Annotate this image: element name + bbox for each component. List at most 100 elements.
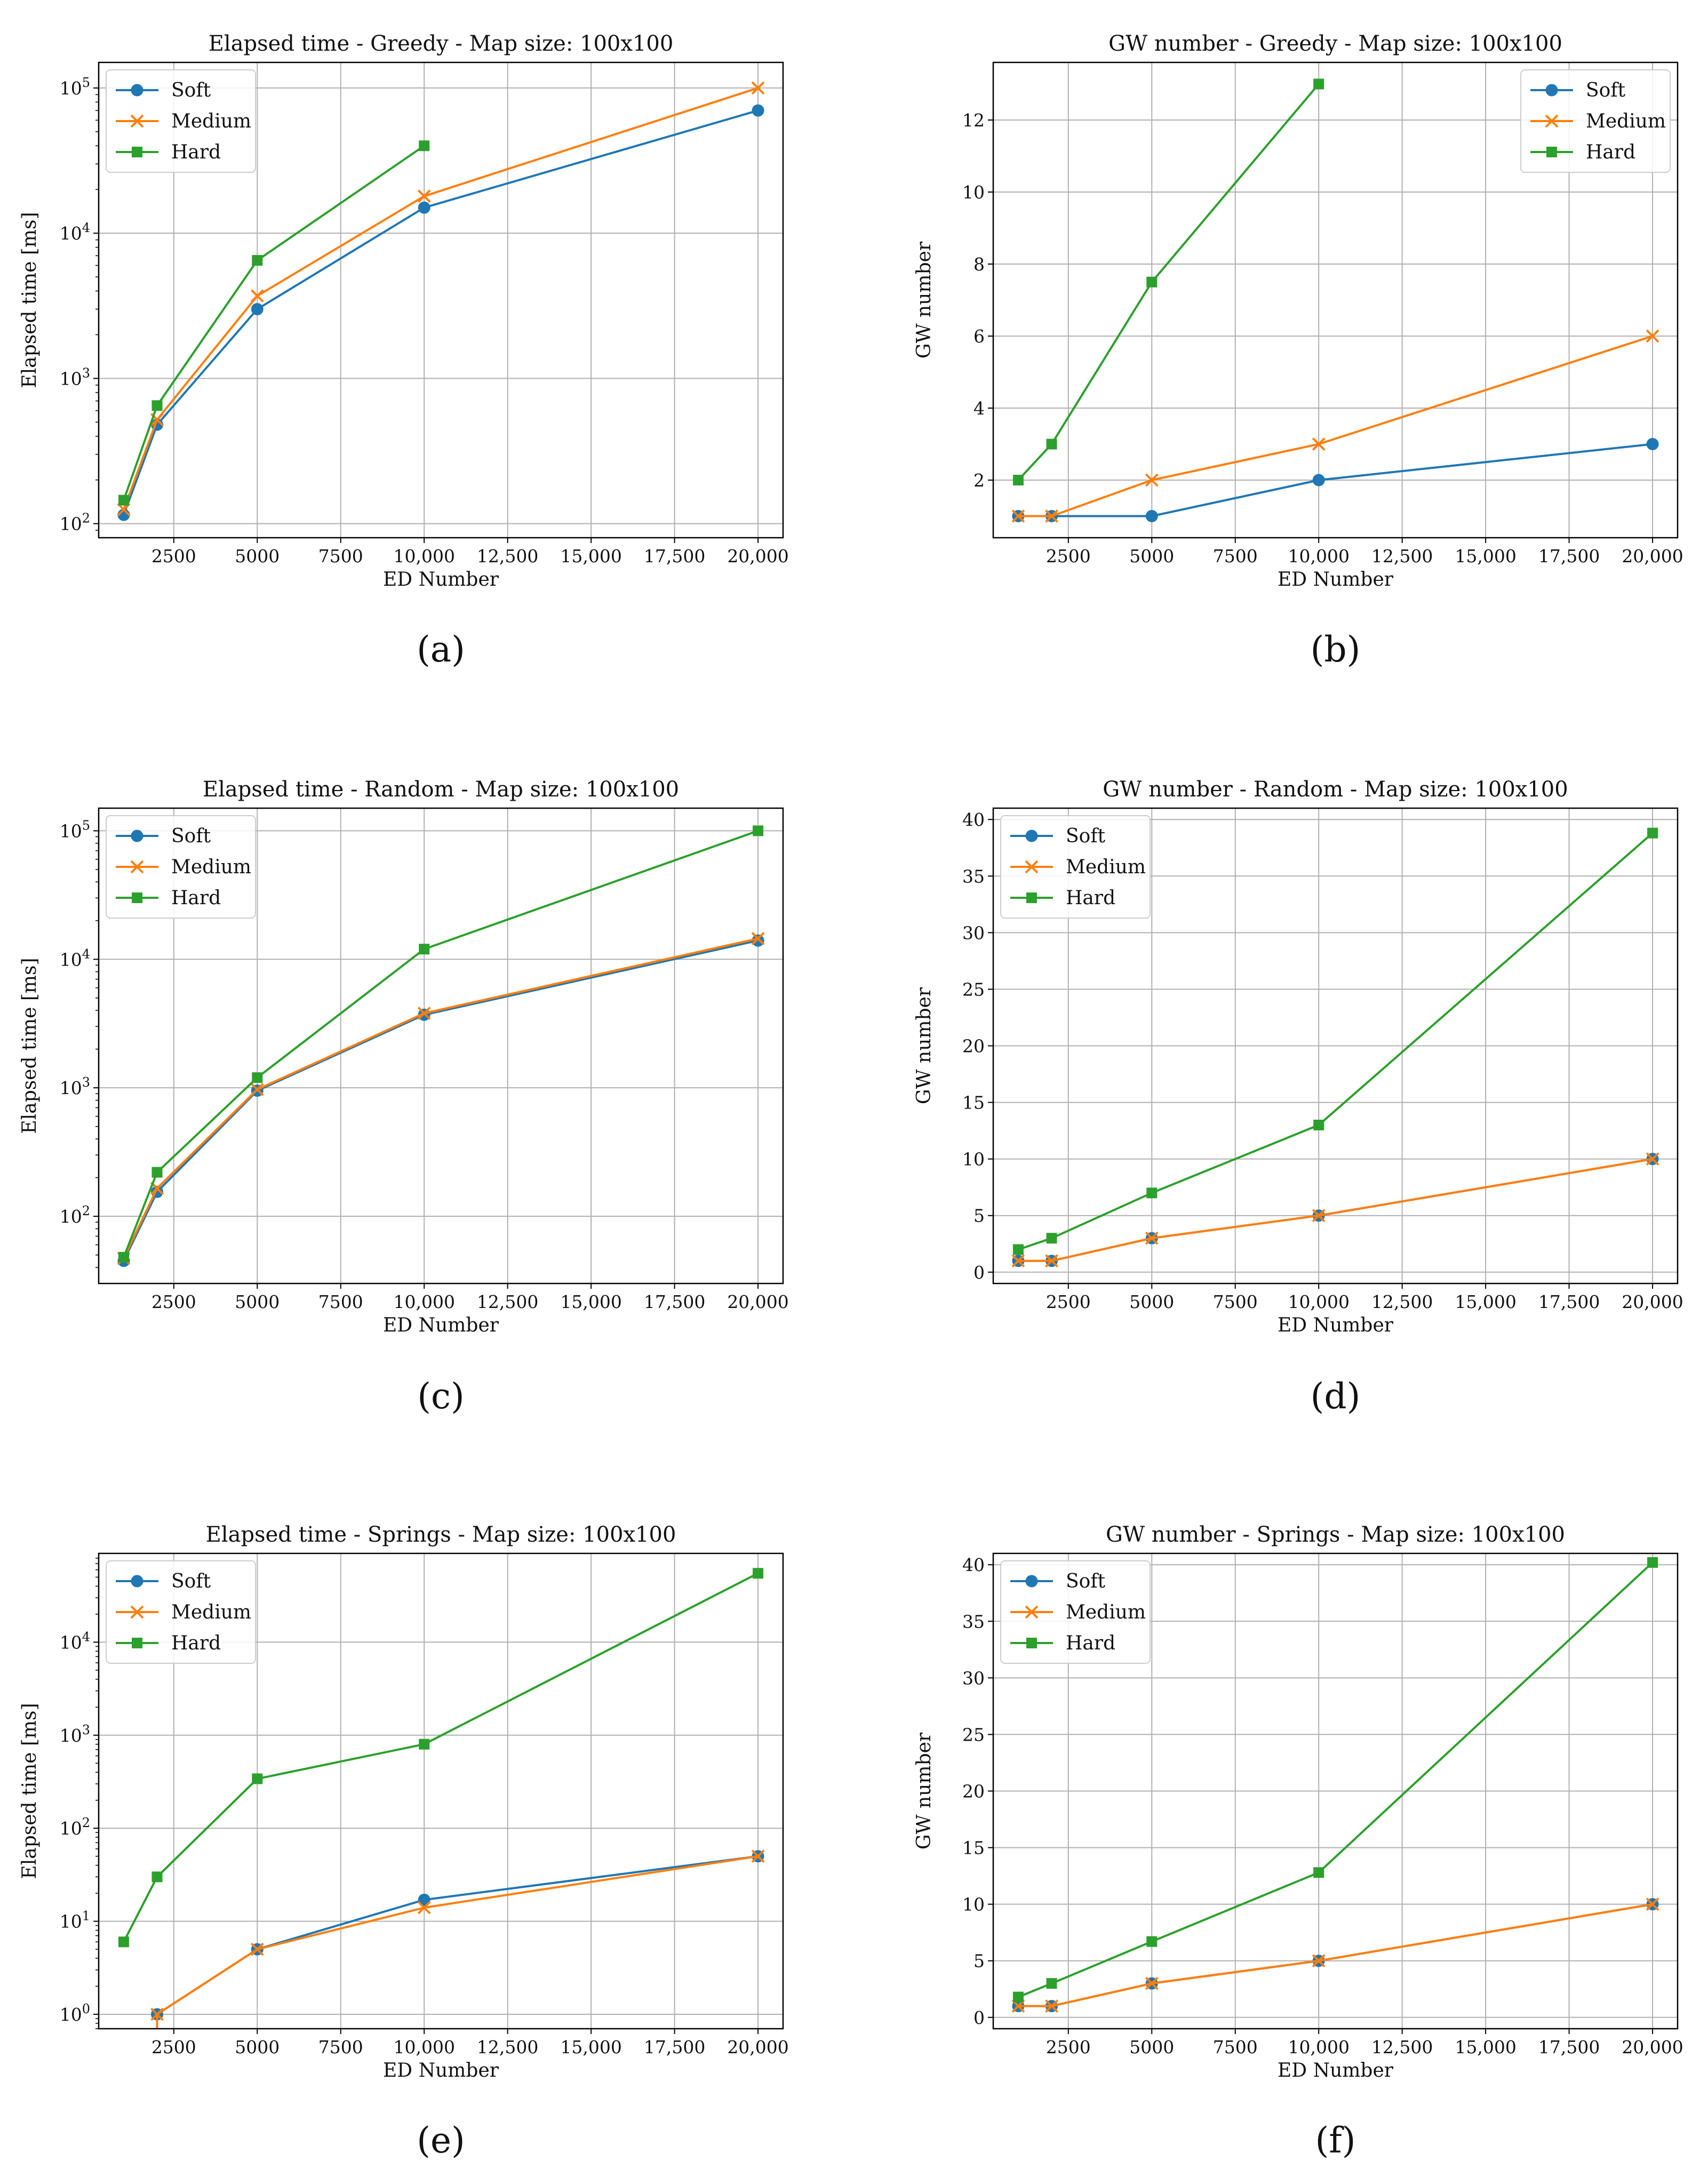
y-tick-label: 10	[962, 1894, 985, 1915]
legend-marker-b	[1025, 1605, 1039, 1619]
data-point-medium	[1145, 1231, 1159, 1245]
legend-label: Medium	[1066, 1601, 1146, 1623]
data-point-hard	[118, 495, 129, 506]
legend-label: Medium	[171, 110, 251, 132]
data-point-medium-b	[1145, 1976, 1159, 1990]
y-tick-label: 25	[962, 1724, 985, 1745]
series-line-medium	[1018, 335, 1653, 517]
data-point-soft	[418, 201, 430, 214]
x-tick-label: 17,500	[1538, 546, 1600, 567]
legend-marker-b	[130, 860, 144, 874]
data-point-medium-b	[1312, 437, 1326, 451]
legend-label: Soft	[171, 79, 211, 101]
data-point-medium	[1145, 1976, 1159, 1990]
x-tick-label: 17,500	[644, 546, 705, 567]
x-tick-label: 2500	[151, 546, 196, 567]
x-tick-label: 17,500	[1538, 2037, 1600, 2058]
data-point-medium	[150, 2007, 164, 2021]
legend-marker	[130, 1605, 144, 1619]
legend-marker	[1545, 84, 1558, 97]
data-point-medium	[1011, 1254, 1025, 1267]
y-tick-label: 20	[962, 1781, 985, 1802]
legend-label: Hard	[171, 141, 221, 163]
data-point-medium-b	[751, 81, 765, 95]
data-point-medium-b	[1312, 1209, 1326, 1223]
legend-marker-b	[130, 1605, 144, 1619]
y-tick-label: 30	[962, 922, 985, 943]
x-axis-label: ED Number	[1278, 1314, 1394, 1336]
panel-caption: (c)	[417, 1376, 464, 1417]
legend-marker	[1026, 1638, 1037, 1648]
data-point-hard	[118, 1936, 129, 1948]
data-point-medium-b	[250, 1082, 264, 1096]
series-line-hard	[1017, 83, 1320, 481]
y-tick-label: 40	[962, 1554, 985, 1575]
y-tick-label: 12	[962, 110, 985, 131]
y-tick-label: 25	[962, 979, 985, 1000]
x-tick-label: 12,500	[477, 1291, 538, 1312]
y-tick-label: 10	[962, 182, 985, 203]
data-point-hard	[1313, 1867, 1324, 1878]
legend-label: Soft	[1066, 825, 1106, 847]
legend-marker	[1025, 1605, 1039, 1619]
chart-title: GW number - Springs - Map size: 100x100	[1106, 1522, 1565, 1547]
y-axis-label: Elapsed time [ms]	[19, 1703, 41, 1879]
data-point-hard	[151, 1871, 163, 1883]
plot-frame	[992, 61, 1679, 539]
y-tick-label: 6	[973, 326, 985, 347]
data-point-soft	[1646, 438, 1659, 450]
x-tick-label: 7500	[318, 2037, 363, 2058]
x-axis-label: ED Number	[1278, 569, 1394, 591]
x-tick-label: 20,000	[727, 1291, 788, 1312]
x-tick-label: 10,000	[1288, 1291, 1349, 1312]
data-point-hard	[1146, 276, 1158, 288]
data-point-hard	[1012, 1991, 1024, 2003]
x-tick-label: 10,000	[393, 2037, 454, 2058]
panel-caption: (b)	[1311, 629, 1361, 670]
x-tick-label: 20,000	[727, 546, 788, 567]
x-tick-label: 15,000	[1455, 546, 1516, 567]
y-tick-label: 10	[962, 1149, 985, 1170]
y-tick-label: 5	[973, 1206, 985, 1226]
legend: Soft Medium Hard	[106, 69, 256, 173]
y-tick-label: 103	[60, 365, 90, 389]
panel-caption: (f)	[1315, 2120, 1356, 2161]
chart-title: GW number - Greedy - Map size: 100x100	[1108, 31, 1562, 56]
data-point-medium	[417, 189, 431, 203]
plot-frame	[98, 807, 784, 1285]
data-point-medium	[1312, 1954, 1326, 1968]
legend: Soft Medium Hard	[1000, 815, 1151, 919]
chart-panel-6: 2500 5000 7500 10,000 12,500 15,000 17,500 20,0…	[913, 1522, 1683, 2161]
chart-panel-4: 2500 5000 7500 10,000 12,500 15,000 17,500 20,0…	[913, 777, 1683, 1417]
x-tick-label: 10,000	[393, 546, 454, 567]
legend-marker	[132, 147, 142, 157]
legend-marker-b	[130, 114, 144, 128]
chart-title: Elapsed time - Springs - Map size: 100x1…	[206, 1522, 676, 1547]
data-point-medium-b	[1312, 1954, 1326, 1968]
x-axis-label: ED Number	[383, 1314, 499, 1336]
data-point-medium	[250, 289, 264, 303]
data-point-medium-b	[117, 503, 131, 516]
panel-caption: (a)	[417, 629, 465, 670]
data-point-medium-b	[1646, 1152, 1659, 1166]
data-point-medium	[1312, 437, 1326, 451]
chart-title: GW number - Random - Map size: 100x100	[1103, 777, 1568, 802]
data-point-soft	[1145, 510, 1158, 522]
data-point-medium-b	[1646, 1897, 1659, 1911]
legend-marker	[132, 892, 142, 903]
data-point-soft	[752, 104, 764, 117]
y-axis-label: Elapsed time [ms]	[19, 212, 41, 388]
data-point-hard	[1012, 475, 1024, 485]
panel-caption: (d)	[1311, 1376, 1361, 1417]
legend-frame	[1000, 815, 1151, 919]
legend-frame	[1000, 1560, 1151, 1664]
x-axis-label: ED Number	[1278, 2060, 1394, 2082]
data-point-hard	[419, 944, 430, 955]
x-tick-label: 5000	[1129, 2037, 1174, 2058]
legend-marker	[1025, 1575, 1038, 1588]
chart-panel-1: 2500 5000 7500 10,000 12,500 15,000 17,500 20,0…	[19, 31, 789, 670]
series-line-medium	[156, 1855, 759, 2029]
x-tick-label: 20,000	[727, 2037, 788, 2058]
x-tick-label: 15,000	[560, 2037, 621, 2058]
